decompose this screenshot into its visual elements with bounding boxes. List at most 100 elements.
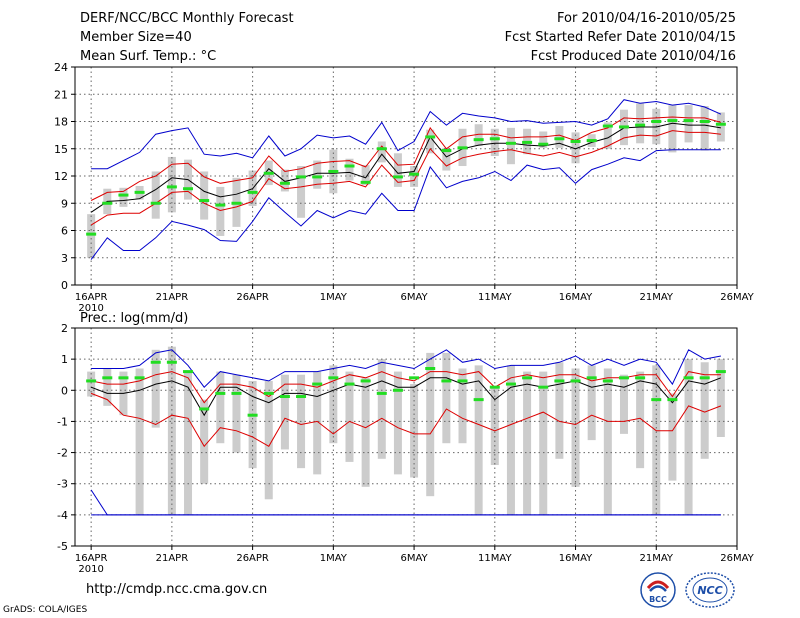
spread-box bbox=[716, 359, 725, 437]
source-url[interactable]: http://cmdp.ncc.cma.gov.cn bbox=[86, 582, 268, 597]
spread-box bbox=[361, 165, 370, 186]
spread-box bbox=[458, 368, 467, 444]
spread-box bbox=[184, 371, 193, 515]
member-size-label: Member Size=40 bbox=[80, 30, 192, 45]
spread-box bbox=[587, 365, 596, 441]
spread-box bbox=[410, 384, 419, 478]
spread-box bbox=[200, 171, 209, 220]
y-tick-label: 12 bbox=[54, 170, 68, 183]
spread-box bbox=[652, 365, 661, 515]
x-tick-label: 26APR bbox=[236, 553, 269, 564]
bcc-logo: BCC bbox=[640, 572, 676, 608]
series-lower-line bbox=[90, 392, 722, 448]
spread-box bbox=[87, 214, 96, 258]
variable-label-prec: Prec.: log(mm/d) bbox=[80, 311, 188, 326]
spread-box bbox=[151, 349, 160, 428]
spread-box bbox=[442, 147, 451, 171]
spread-box bbox=[345, 371, 354, 462]
series-max-line bbox=[91, 349, 721, 388]
spread-box bbox=[393, 371, 402, 475]
spread-box bbox=[700, 362, 709, 459]
forecast-period: For 2010/04/16-2010/05/25 bbox=[557, 11, 736, 26]
spread-box bbox=[393, 153, 402, 187]
spread-box bbox=[684, 359, 693, 515]
series-upper-line bbox=[91, 371, 721, 404]
y-tick-label: -2 bbox=[57, 447, 68, 460]
year-label: 2010 bbox=[78, 564, 103, 575]
spread-box bbox=[119, 187, 128, 207]
spread-box bbox=[490, 128, 499, 157]
x-tick-label: 1MAY bbox=[320, 553, 348, 564]
spread-box bbox=[377, 359, 386, 459]
spread-box bbox=[377, 141, 386, 163]
spread-box bbox=[506, 127, 515, 165]
spread-box bbox=[619, 374, 628, 434]
spread-box bbox=[539, 371, 548, 515]
spread-box bbox=[668, 393, 677, 481]
x-tick-label: 26MAY bbox=[720, 553, 754, 564]
spread-box bbox=[474, 365, 483, 515]
x-tick-label: 21APR bbox=[156, 292, 189, 303]
y-tick-label: 2 bbox=[61, 322, 68, 335]
series-mean-line bbox=[90, 377, 722, 417]
ncc-logo-text: NCC bbox=[697, 584, 722, 597]
spread-box bbox=[232, 374, 241, 453]
spread-box bbox=[603, 122, 612, 149]
spread-box bbox=[313, 160, 322, 189]
ncc-logo: NCC bbox=[685, 572, 735, 608]
spread-box bbox=[684, 105, 693, 143]
x-tick-label: 26APR bbox=[236, 292, 269, 303]
y-tick-label: 24 bbox=[54, 61, 68, 74]
spread-box bbox=[426, 129, 435, 154]
spread-box bbox=[636, 103, 645, 144]
x-tick-label: 6MAY bbox=[400, 553, 428, 564]
spread-box bbox=[555, 362, 564, 459]
spread-box bbox=[200, 399, 209, 484]
x-tick-label: 21MAY bbox=[640, 292, 674, 303]
spread-box bbox=[280, 374, 289, 450]
spread-box bbox=[555, 126, 564, 148]
spread-box bbox=[329, 365, 338, 444]
y-tick-label: 15 bbox=[54, 143, 68, 156]
panel-temperature: 0 3 6 9 12 15 18 21 24 16APR 21APR 26APR 1MAY 6MAY 11M… bbox=[54, 61, 755, 314]
chart-title: DERF/NCC/BCC Monthly Forecast bbox=[80, 11, 294, 26]
series-min-line bbox=[91, 99, 722, 170]
series-max-line bbox=[90, 149, 721, 260]
y-tick-label: 0 bbox=[61, 279, 68, 292]
spread-box bbox=[603, 368, 612, 515]
y-tick-label: -5 bbox=[57, 540, 68, 553]
x-tick-label: 1MAY bbox=[320, 292, 348, 303]
spread-box bbox=[426, 352, 435, 497]
spread-box bbox=[442, 352, 451, 444]
bcc-logo-text: BCC bbox=[649, 595, 667, 604]
y-tick-label: 9 bbox=[61, 197, 68, 210]
spread-box bbox=[490, 387, 499, 466]
spread-box bbox=[167, 346, 176, 515]
spread-box bbox=[636, 371, 645, 469]
refer-date: Fcst Started Refer Date 2010/04/15 bbox=[504, 30, 736, 45]
spread-box bbox=[216, 371, 225, 444]
grads-credit: GrADS: COLA/IGES bbox=[3, 605, 88, 615]
spread-box bbox=[248, 380, 257, 469]
spread-box bbox=[571, 132, 580, 164]
x-tick-label: 11MAY bbox=[478, 292, 512, 303]
y-tick-label: 21 bbox=[54, 88, 68, 101]
year-label: 2010 bbox=[78, 303, 103, 314]
x-tick-label: 11MAY bbox=[478, 553, 512, 564]
y-tick-label: 18 bbox=[54, 116, 68, 129]
y-tick-label: -3 bbox=[57, 478, 68, 491]
y-tick-label: 6 bbox=[61, 225, 68, 238]
spread-box bbox=[716, 112, 725, 142]
series-mean-line bbox=[90, 122, 721, 213]
y-tick-label: 0 bbox=[61, 384, 68, 397]
y-tick-label: -4 bbox=[57, 509, 68, 522]
spread-box bbox=[151, 171, 160, 219]
spread-box bbox=[280, 169, 289, 192]
series-upper-line bbox=[90, 116, 722, 201]
x-tick-label: 16MAY bbox=[559, 553, 593, 564]
spread-box bbox=[87, 371, 96, 397]
y-tick-label: -1 bbox=[57, 415, 68, 428]
spread-box bbox=[668, 105, 677, 153]
x-tick-label: 16MAY bbox=[559, 292, 593, 303]
